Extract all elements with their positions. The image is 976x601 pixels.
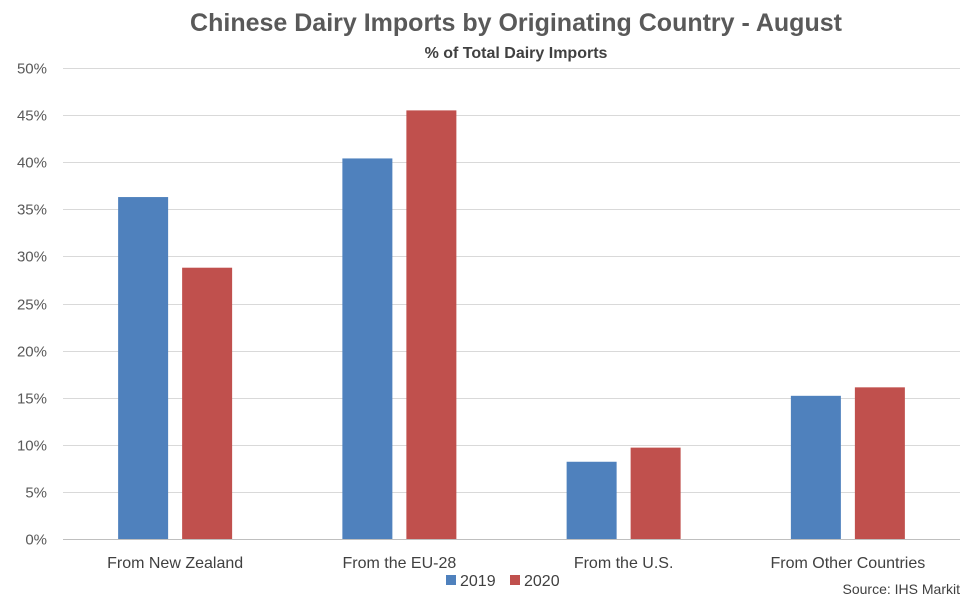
x-category-label: From Other Countries xyxy=(771,555,926,572)
x-category-label: From the EU-28 xyxy=(342,555,456,572)
bar-2020 xyxy=(182,267,233,539)
bar-2019 xyxy=(118,197,169,539)
y-tick-label: 40% xyxy=(17,155,47,172)
legend-label-2019: 2019 xyxy=(460,573,496,590)
legend: 2019 2020 xyxy=(446,573,560,590)
legend-label-2020: 2020 xyxy=(524,573,560,590)
legend-swatch-2019 xyxy=(446,575,456,585)
x-category-label: From New Zealand xyxy=(107,555,243,572)
y-tick-label: 20% xyxy=(17,344,47,361)
y-tick-label: 25% xyxy=(17,297,47,314)
bar-2020 xyxy=(854,387,905,539)
chart-subtitle: % of Total Dairy Imports xyxy=(425,45,608,62)
y-tick-label: 15% xyxy=(17,391,47,408)
y-tick-label: 30% xyxy=(17,249,47,266)
y-tick-label: 10% xyxy=(17,438,47,455)
legend-swatch-2020 xyxy=(510,575,520,585)
x-category-label: From the U.S. xyxy=(574,555,674,572)
chart-title: Chinese Dairy Imports by Originating Cou… xyxy=(190,9,843,37)
y-tick-label: 0% xyxy=(25,532,47,549)
source-note: Source: IHS Markit xyxy=(843,581,961,597)
bar-2019 xyxy=(566,461,617,539)
bar-2019 xyxy=(342,158,393,539)
bar-2019 xyxy=(790,395,841,539)
bar-2020 xyxy=(406,110,457,539)
y-tick-label: 45% xyxy=(17,108,47,125)
y-tick-label: 35% xyxy=(17,202,47,219)
y-axis-ticks: 0% 5% 10% 15% 20% 25% 30% 35% 40% 45% 50% xyxy=(17,61,47,549)
y-tick-label: 50% xyxy=(17,61,47,78)
bars xyxy=(118,110,905,539)
y-tick-label: 5% xyxy=(25,485,47,502)
x-axis-categories: From New Zealand From the EU-28 From the U… xyxy=(107,555,925,572)
bar-2020 xyxy=(630,447,681,539)
